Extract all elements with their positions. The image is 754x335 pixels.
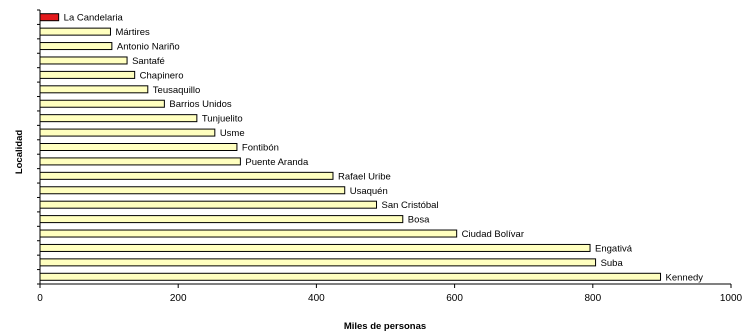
bar-label-ciudad-bolivar: Ciudad Bolívar xyxy=(462,229,524,240)
x-tick-label: 200 xyxy=(170,293,187,304)
bar-label-la-candelaria: La Candelaria xyxy=(64,13,124,24)
bar-label-engativa: Engativá xyxy=(595,243,633,254)
bar-label-rafael-uribe: Rafael Uribe xyxy=(338,171,391,182)
bar-label-usme: Usme xyxy=(220,128,245,139)
bar-engativa xyxy=(39,243,591,252)
bar-rafael-uribe xyxy=(39,171,334,180)
y-axis-title: Localidad xyxy=(14,130,25,175)
bar-label-barrios-unidos: Barrios Unidos xyxy=(169,99,232,110)
bar-label-chapinero: Chapinero xyxy=(140,70,184,81)
bar-fontibon xyxy=(39,143,238,151)
x-tick-label: 800 xyxy=(584,293,601,304)
bar-labels: La Candelaria Mártires Antonio Nariño Santa… xyxy=(64,13,704,284)
bar-label-teusaquillo: Teusaquillo xyxy=(153,85,201,96)
bar-ciudad-bolivar xyxy=(39,229,458,238)
bar-usme xyxy=(39,128,216,137)
bar-label-kennedy: Kennedy xyxy=(666,272,704,283)
x-axis-title: Miles de personas xyxy=(344,321,426,332)
bar-chapinero xyxy=(39,70,136,79)
bar-label-tunjuelito: Tunjuelito xyxy=(202,114,243,125)
bar-antonio-narino xyxy=(39,42,113,51)
bar-label-fontibon: Fontibón xyxy=(242,143,279,154)
x-ticks: 0 200 400 600 800 1000 xyxy=(37,9,743,304)
bar-label-puente-aranda: Puente Aranda xyxy=(245,157,309,168)
bar-label-usaquen: Usaquén xyxy=(350,186,388,197)
bar-label-bosa: Bosa xyxy=(408,215,430,226)
bar-label-san-cristobal: San Cristóbal xyxy=(382,200,439,211)
bar-barrios-unidos xyxy=(39,99,165,108)
bar-bosa xyxy=(39,215,404,224)
bar-label-martires: Mártires xyxy=(115,27,150,38)
bar-label-santafe: Santafé xyxy=(132,56,165,67)
bar-martires xyxy=(39,27,111,36)
bar-label-antonio-narino: Antonio Nariño xyxy=(117,42,180,53)
bar-puente-aranda xyxy=(39,157,241,166)
bar-kennedy xyxy=(39,272,662,281)
bar-tunjuelito xyxy=(39,114,198,123)
bar-san-cristobal xyxy=(39,200,378,209)
x-tick-label: 0 xyxy=(37,293,43,304)
bar-teusaquillo xyxy=(39,85,149,94)
x-tick-label: 1000 xyxy=(720,293,743,304)
bars-layer xyxy=(39,13,662,281)
x-tick-label: 400 xyxy=(308,293,325,304)
bar-la-candelaria xyxy=(39,13,60,22)
bar-usaquen xyxy=(39,186,346,195)
x-tick-label: 600 xyxy=(446,293,463,304)
axes-layer xyxy=(39,10,731,285)
bar-santafe xyxy=(39,56,128,65)
bar-label-suba: Suba xyxy=(601,258,624,269)
bar-suba xyxy=(39,258,597,267)
